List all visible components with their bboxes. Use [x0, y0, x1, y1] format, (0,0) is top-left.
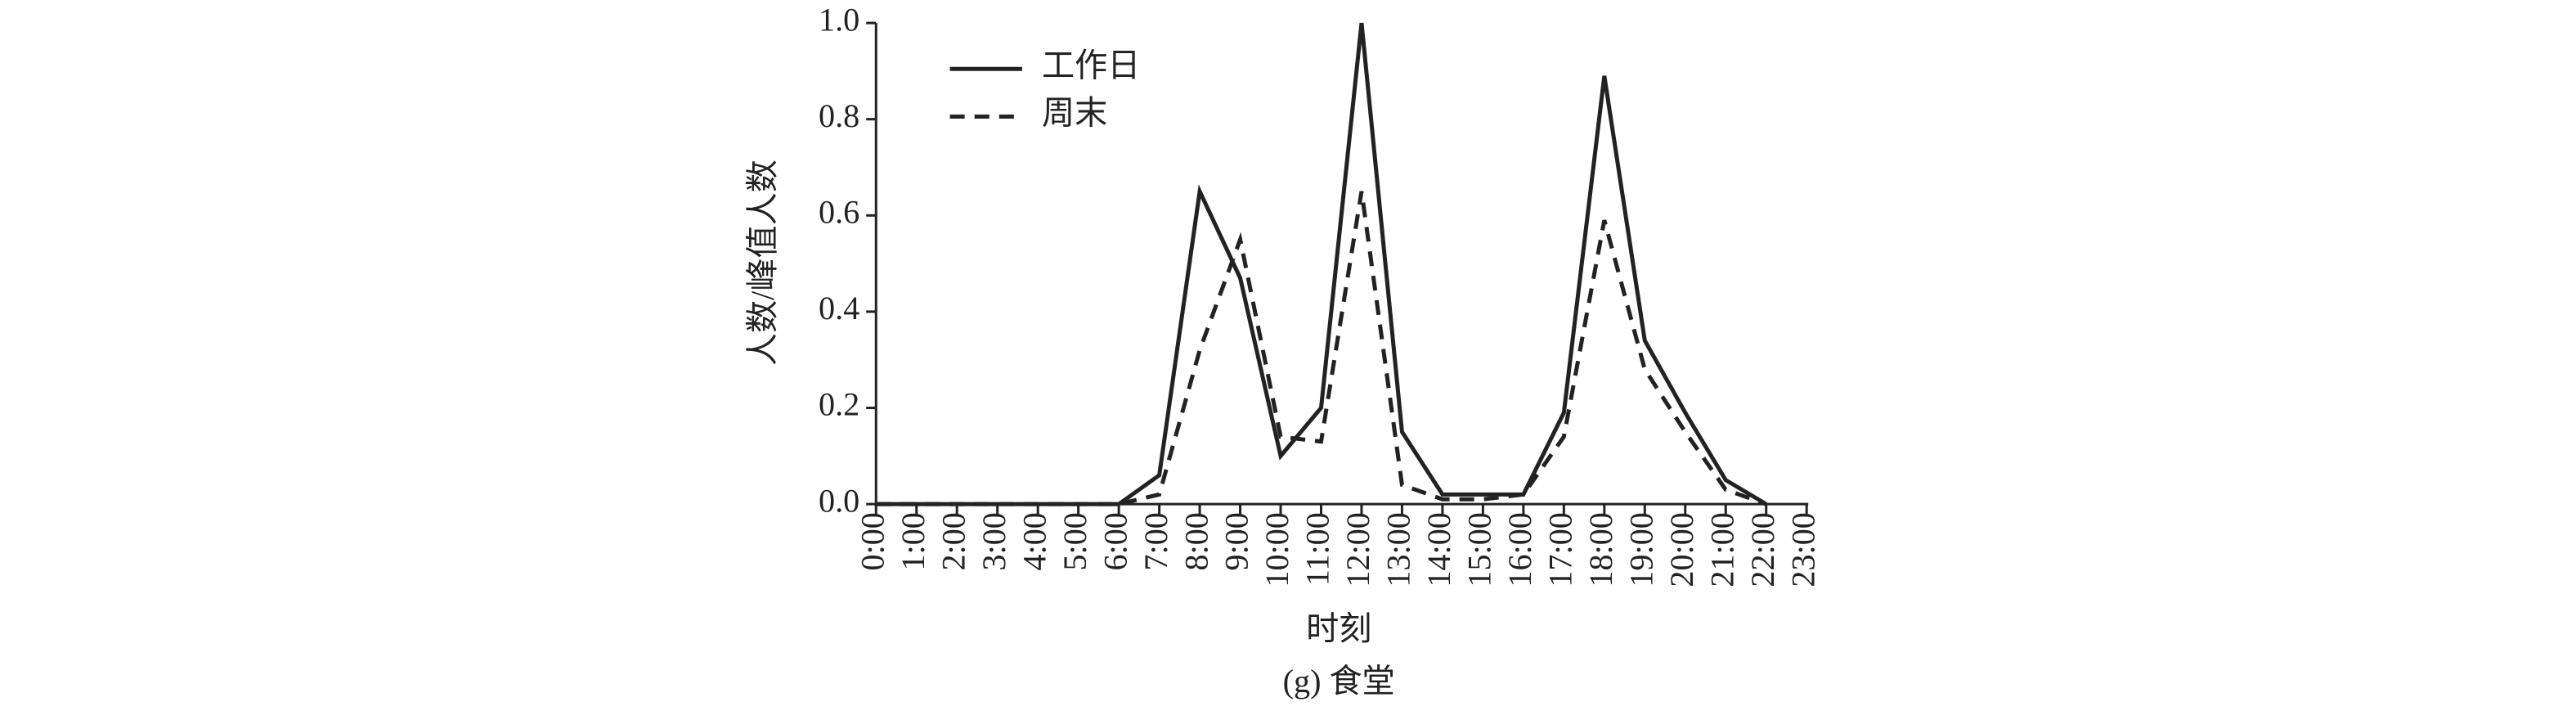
x-tick-label: 12:00: [1340, 512, 1376, 587]
x-tick-label: 15:00: [1461, 512, 1498, 587]
y-tick-label: 0.2: [819, 386, 859, 423]
x-tick-label: 10:00: [1259, 512, 1295, 587]
line-series: [876, 22, 1768, 506]
line-series: [876, 191, 1767, 506]
x-tick-label: 23:00: [1784, 512, 1821, 587]
legend-label: 工作日: [1042, 47, 1140, 83]
x-tick-label: 16:00: [1501, 512, 1538, 587]
caption: (g) 食堂: [1283, 663, 1395, 700]
x-tick-label: 6:00: [1097, 512, 1133, 570]
x-tick-label: 13:00: [1380, 512, 1417, 587]
x-tick-label: 5:00: [1057, 512, 1093, 570]
y-axis-label: 人数/峰值人数: [744, 160, 781, 366]
y-tick-label: 1.0: [819, 1, 859, 38]
x-axis-label: 时刻: [1306, 610, 1371, 647]
x-tick-label: 19:00: [1622, 512, 1659, 587]
x-tick-label: 1:00: [895, 512, 931, 570]
y-tick-label: 0.4: [819, 290, 859, 326]
x-tick-label: 4:00: [1016, 512, 1052, 570]
x-tick-label: 9:00: [1218, 512, 1255, 570]
y-tick-label: 0.0: [819, 482, 859, 519]
y-tick-label: 0.6: [819, 194, 859, 231]
x-tick-label: 22:00: [1744, 512, 1781, 587]
y-tick-label: 0.8: [819, 97, 859, 134]
x-tick-label: 21:00: [1703, 512, 1740, 587]
x-tick-label: 11:00: [1299, 512, 1336, 586]
x-tick-label: 18:00: [1582, 512, 1619, 587]
x-tick-label: 14:00: [1420, 512, 1457, 587]
x-tick-label: 0:00: [854, 512, 891, 570]
x-tick-label: 8:00: [1178, 512, 1214, 570]
x-tick-label: 3:00: [976, 512, 1012, 570]
x-tick-label: 2:00: [935, 512, 972, 570]
x-tick-label: 20:00: [1663, 512, 1700, 587]
x-tick-label: 7:00: [1138, 512, 1174, 570]
x-tick-label: 17:00: [1542, 512, 1579, 587]
legend-label: 周末: [1042, 95, 1107, 132]
